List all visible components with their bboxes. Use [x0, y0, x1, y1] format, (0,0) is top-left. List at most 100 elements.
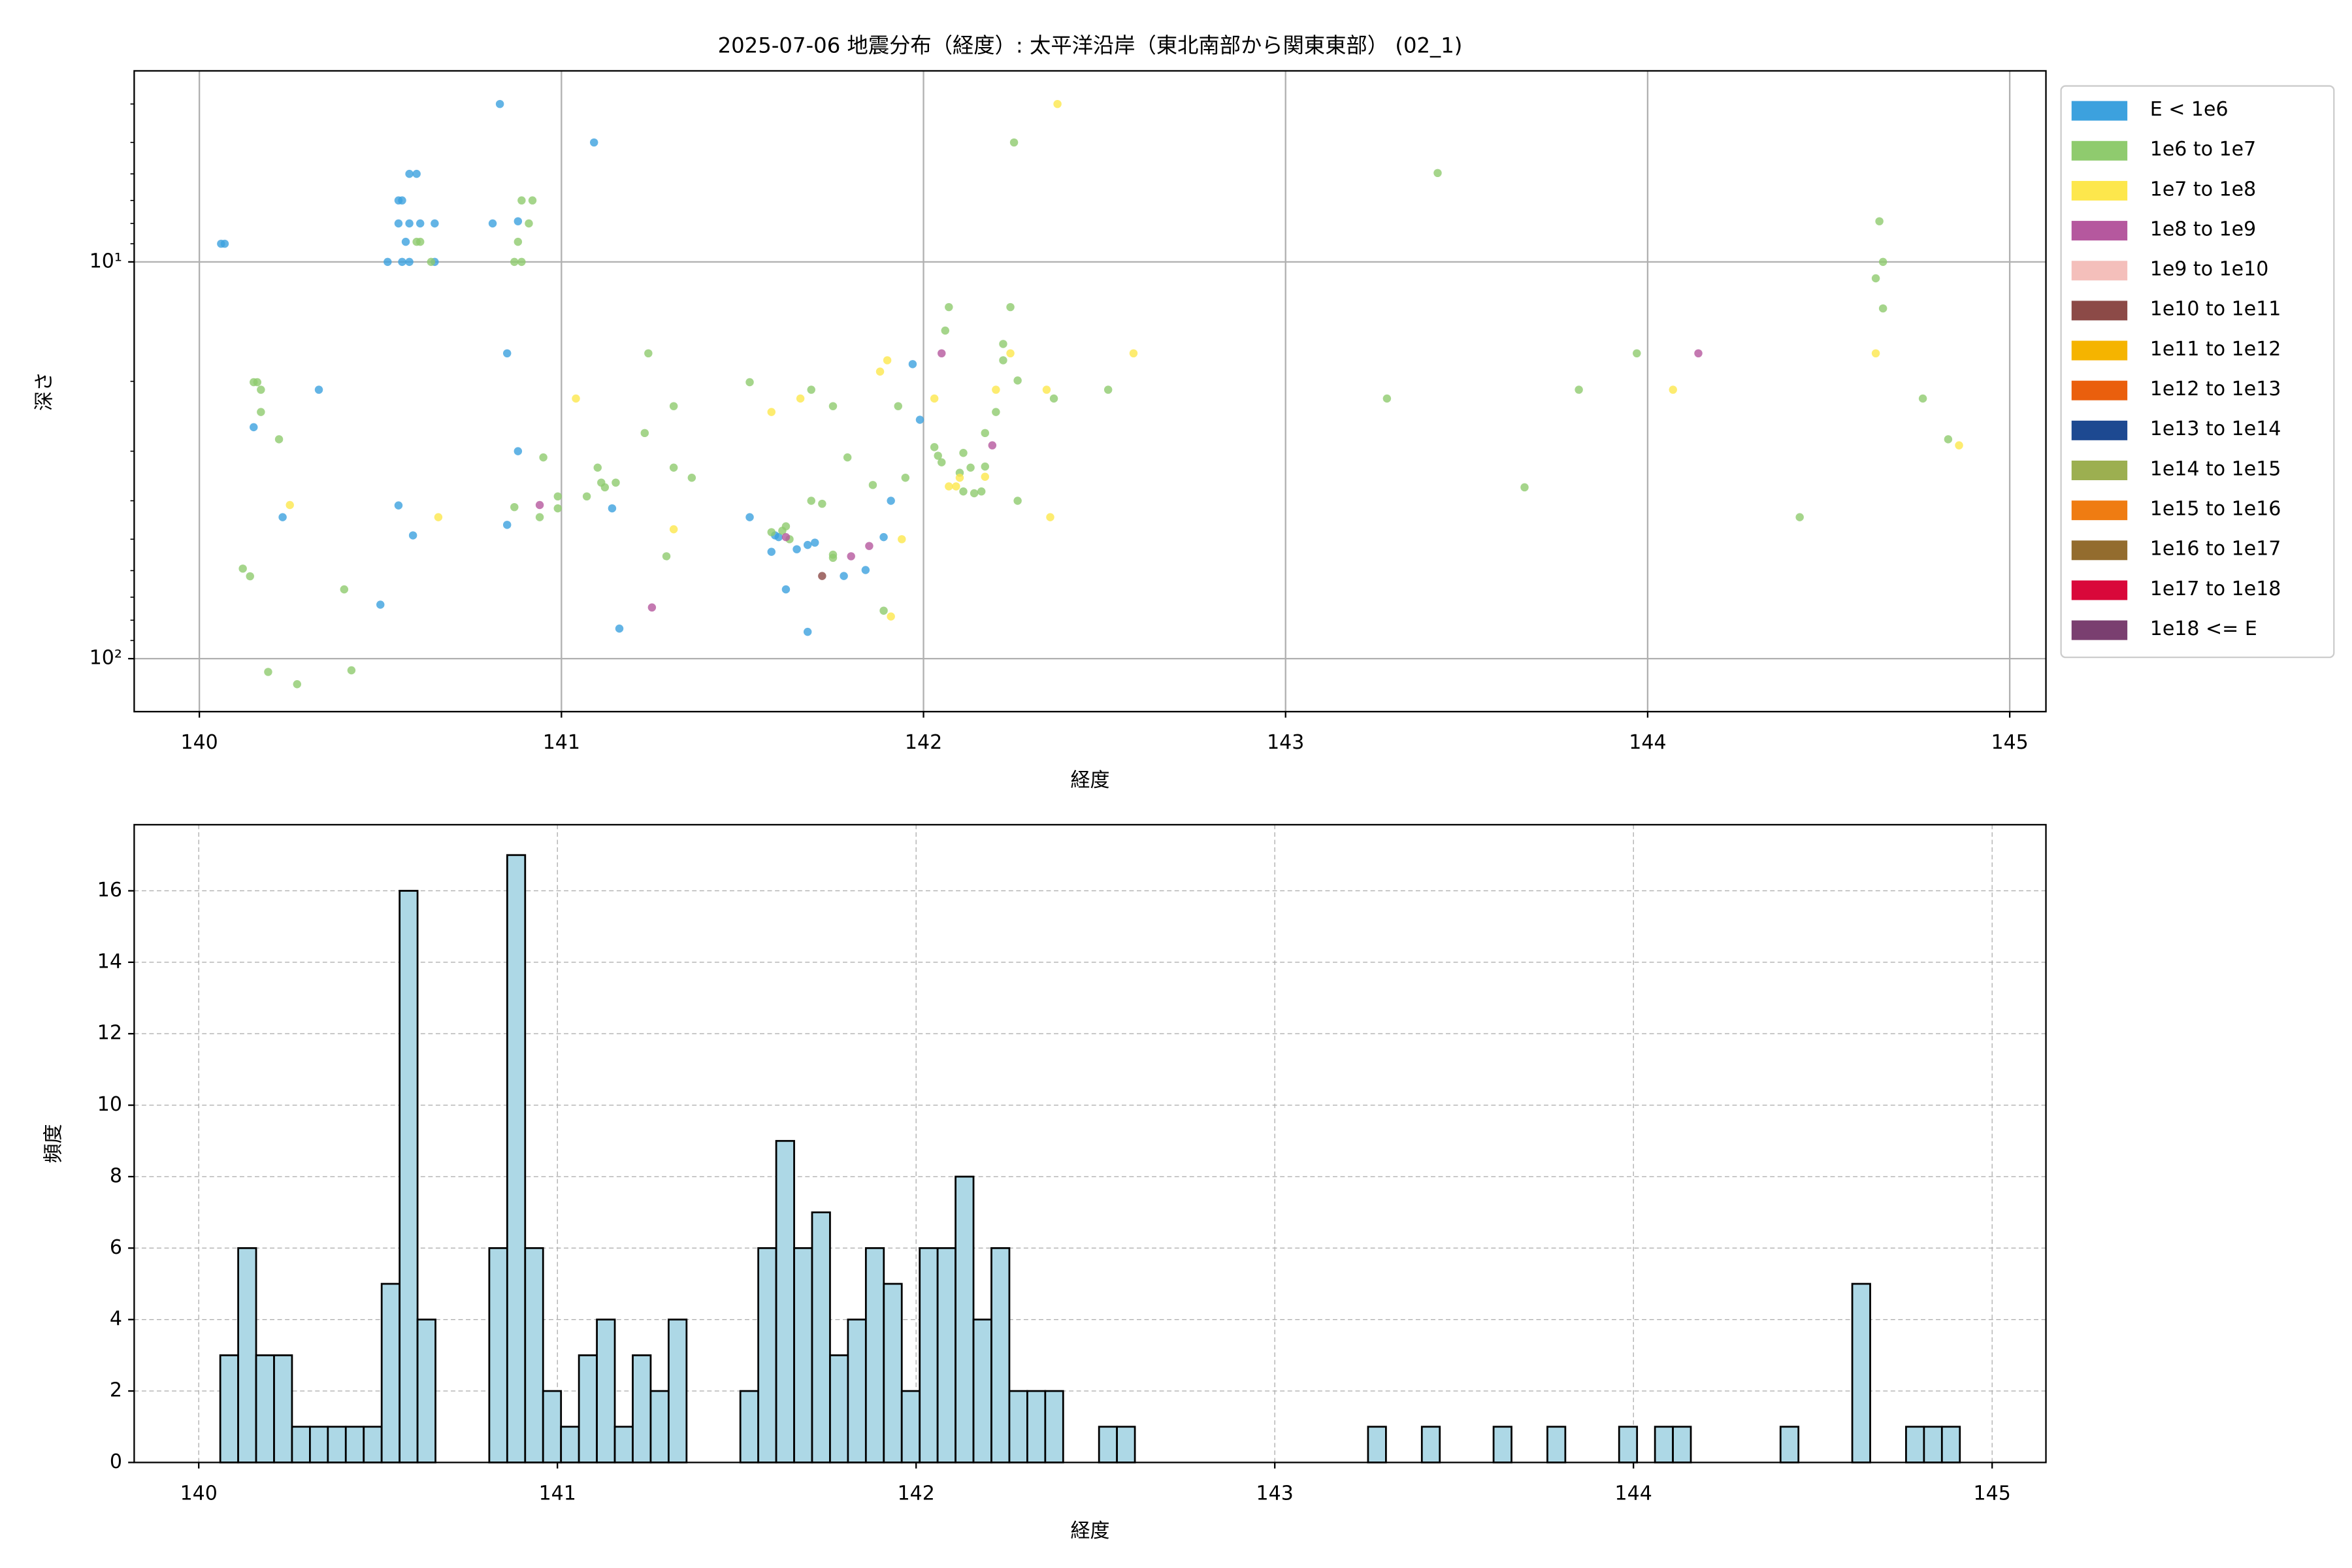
scatter-point — [612, 478, 620, 487]
histogram-bar — [1008, 1390, 1028, 1463]
x-tick-label: 145 — [1991, 731, 2028, 754]
histogram-bar — [380, 1282, 401, 1463]
scatter-point — [394, 219, 403, 228]
scatter-point — [405, 169, 414, 178]
scatter-point — [796, 394, 805, 403]
x-tick-label: 140 — [180, 1482, 218, 1505]
scatter-point — [647, 603, 657, 612]
scatter-point — [1918, 394, 1927, 403]
scatter-point — [959, 448, 968, 457]
scatter-point — [347, 666, 356, 675]
scatter-point — [1871, 349, 1880, 358]
histogram-bar — [990, 1247, 1011, 1463]
scatter-point — [792, 545, 801, 553]
histogram-bar — [309, 1426, 329, 1463]
scatter-point — [934, 451, 942, 460]
scatter-point — [966, 463, 975, 472]
scatter-point — [803, 540, 812, 549]
scatter-point — [865, 542, 874, 550]
x-tick-label: 145 — [1974, 1482, 2011, 1505]
histogram-bar — [1923, 1426, 1943, 1463]
scatter-point — [238, 564, 247, 573]
scatter-point — [495, 99, 504, 108]
scatter-point — [376, 600, 385, 609]
histogram-bar — [793, 1247, 813, 1463]
scatter-point — [847, 552, 855, 561]
scatter-point — [1006, 302, 1015, 312]
scatter-point — [253, 378, 262, 387]
scatter-point — [930, 443, 939, 451]
histogram-bar — [739, 1390, 760, 1463]
scatter-point — [1520, 483, 1529, 492]
scatter-point — [257, 385, 265, 394]
histogram-bar — [255, 1354, 275, 1463]
y-tick-label: 2 — [110, 1379, 122, 1402]
legend-swatch — [2071, 420, 2128, 440]
scatter-point — [669, 463, 678, 472]
scatter-point — [1053, 99, 1062, 108]
scatter-point — [401, 237, 410, 246]
y-tick-label: 14 — [97, 950, 122, 973]
scatter-point — [828, 402, 838, 410]
legend-swatch — [2071, 580, 2128, 600]
scatter-point — [502, 521, 512, 529]
histogram-bar — [1367, 1426, 1387, 1463]
scatter-point — [340, 585, 349, 594]
legend-swatch — [2071, 180, 2128, 201]
legend-label: E < 1e6 — [2150, 98, 2229, 121]
histogram-bar — [972, 1318, 992, 1463]
scatter-point — [887, 612, 895, 621]
y-tick-label: 10² — [90, 647, 122, 670]
histogram-bar — [757, 1247, 777, 1463]
scatter-point — [615, 624, 624, 633]
histogram-bar — [596, 1318, 616, 1463]
legend-label: 1e13 to 1e14 — [2150, 417, 2281, 440]
scatter-point — [1795, 513, 1804, 521]
histogram-bar — [542, 1390, 563, 1463]
x-tick-label: 144 — [1629, 731, 1666, 754]
histogram-bar — [273, 1354, 293, 1463]
scatter-point — [781, 585, 791, 594]
scatter-point — [807, 385, 815, 394]
legend-label: 1e8 to 1e9 — [2150, 218, 2256, 240]
legend-label: 1e15 to 1e16 — [2150, 498, 2281, 521]
scatter-point — [803, 627, 812, 636]
histogram-bar — [1940, 1426, 1961, 1463]
legend-swatch — [2071, 380, 2128, 400]
scatter-point — [431, 219, 439, 228]
scatter-point — [286, 500, 294, 510]
legend-label: 1e14 to 1e15 — [2150, 457, 2281, 480]
histogram-bar — [416, 1318, 436, 1463]
scatter-point — [510, 257, 519, 267]
y-tick-label: 8 — [110, 1164, 122, 1187]
scatter-point — [781, 522, 791, 531]
histogram-bar — [649, 1390, 670, 1463]
histogram-bar — [919, 1247, 939, 1463]
legend-swatch — [2071, 620, 2128, 640]
legend-label: 1e12 to 1e13 — [2150, 378, 2281, 400]
scatter-point — [640, 429, 649, 438]
scatter-point — [938, 349, 946, 358]
legend-label: 1e7 to 1e8 — [2150, 178, 2256, 201]
legend-label: 1e18 <= E — [2150, 617, 2257, 640]
histogram-bar — [237, 1247, 257, 1463]
histogram-bar — [560, 1426, 580, 1463]
legend-label: 1e6 to 1e7 — [2150, 138, 2256, 161]
scatter-point — [915, 416, 924, 424]
histogram-bar — [883, 1282, 903, 1463]
scatter-point — [553, 492, 563, 501]
y-tick-label: 16 — [97, 879, 122, 902]
scatter-point — [412, 169, 421, 178]
scatter-point — [669, 525, 678, 534]
scatter-point — [264, 668, 272, 676]
scatter-point — [274, 435, 284, 444]
scatter-point — [514, 447, 523, 455]
scatter-point — [687, 474, 696, 482]
histogram-bar — [1851, 1282, 1871, 1463]
scatter-point — [818, 572, 826, 580]
scatter-point — [250, 423, 258, 432]
scatter-point — [1875, 217, 1884, 225]
scatter-point — [535, 513, 544, 521]
x-tick-label: 142 — [898, 1482, 935, 1505]
